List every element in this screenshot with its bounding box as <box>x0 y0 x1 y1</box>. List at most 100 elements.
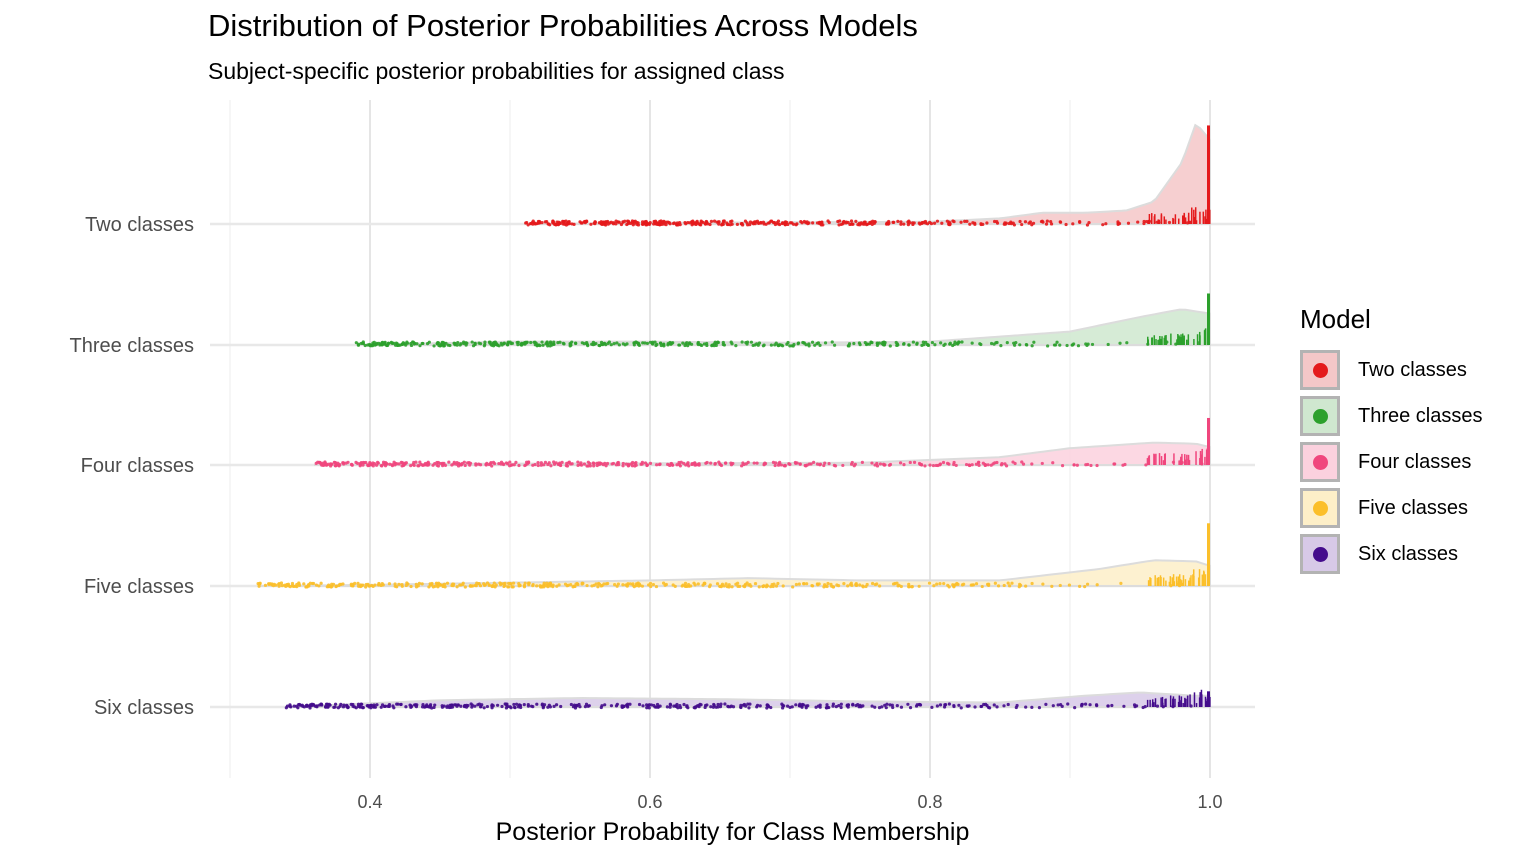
x-axis-title: Posterior Probability for Class Membersh… <box>210 818 1255 847</box>
peak-spike <box>1207 125 1210 224</box>
data-point <box>795 222 798 225</box>
data-point <box>678 221 681 224</box>
data-point <box>761 585 764 588</box>
legend-label: Five classes <box>1358 497 1468 520</box>
data-point <box>856 223 859 226</box>
data-point <box>508 705 511 708</box>
data-point <box>392 461 395 464</box>
data-point <box>797 341 800 344</box>
data-point <box>942 344 945 347</box>
data-point <box>803 220 806 223</box>
data-point <box>286 704 289 707</box>
data-point <box>453 342 456 345</box>
data-point <box>855 584 858 587</box>
data-point <box>641 585 644 588</box>
data-point <box>470 706 473 709</box>
data-point <box>576 460 579 463</box>
data-point <box>509 341 512 344</box>
data-point <box>312 582 315 585</box>
data-point <box>307 583 310 586</box>
data-point <box>364 344 367 347</box>
data-point <box>740 222 743 225</box>
data-point <box>489 461 492 464</box>
data-point <box>485 462 488 465</box>
density-ridge <box>524 125 1210 224</box>
data-point <box>823 462 826 465</box>
data-point <box>644 223 647 226</box>
data-point <box>657 706 660 709</box>
data-point <box>596 464 599 467</box>
data-point <box>366 704 369 707</box>
density-layer <box>258 125 1210 707</box>
data-point <box>1110 704 1113 707</box>
data-point <box>973 705 976 708</box>
data-point <box>1008 584 1011 587</box>
legend: Model Two classes Three classes Four class… <box>1300 304 1483 577</box>
data-point <box>645 706 648 709</box>
data-point <box>756 220 759 223</box>
data-point <box>948 702 951 705</box>
data-point <box>1088 703 1091 706</box>
data-point <box>774 464 777 467</box>
data-point <box>506 585 509 588</box>
data-point <box>571 462 574 465</box>
data-point <box>806 222 809 225</box>
data-point <box>540 585 543 588</box>
legend-item: Three classes <box>1300 393 1483 439</box>
data-point <box>681 584 684 587</box>
data-point <box>610 343 613 346</box>
data-point <box>909 706 912 709</box>
data-point <box>533 341 536 344</box>
data-point <box>794 703 797 706</box>
data-point <box>518 704 521 707</box>
data-point <box>464 585 467 588</box>
data-point <box>377 583 380 586</box>
data-point <box>1089 464 1092 467</box>
data-point <box>302 582 305 585</box>
data-point <box>670 342 673 345</box>
density-ridge <box>258 560 1210 586</box>
data-point <box>544 220 547 223</box>
data-point <box>902 463 905 466</box>
data-point <box>351 584 354 587</box>
legend-key <box>1300 534 1340 574</box>
data-point <box>402 342 405 345</box>
data-point <box>483 344 486 347</box>
data-point <box>845 220 848 223</box>
data-point <box>666 220 669 223</box>
data-point <box>512 582 515 585</box>
data-point <box>883 464 886 467</box>
data-point <box>704 706 707 709</box>
data-point <box>281 584 284 587</box>
data-point <box>1156 705 1159 708</box>
data-point <box>1050 222 1053 225</box>
data-point <box>488 341 491 344</box>
data-point <box>1052 704 1055 707</box>
data-point <box>1030 582 1033 585</box>
data-point <box>862 585 865 588</box>
data-point <box>1101 223 1104 226</box>
data-point <box>938 582 941 585</box>
data-point <box>630 462 633 465</box>
data-point <box>529 341 532 344</box>
data-point <box>535 703 538 706</box>
data-point <box>576 464 579 467</box>
data-point <box>615 463 618 466</box>
legend-label: Four classes <box>1358 451 1471 474</box>
data-point <box>492 344 495 347</box>
data-point <box>1104 222 1107 225</box>
data-point <box>593 222 596 225</box>
data-point <box>360 703 363 706</box>
data-point <box>698 223 701 226</box>
data-point <box>463 461 466 464</box>
data-point <box>948 585 951 588</box>
data-point <box>546 342 549 345</box>
data-point <box>896 220 899 223</box>
data-point <box>1061 705 1064 708</box>
data-point <box>503 584 506 587</box>
data-point <box>621 583 624 586</box>
data-point <box>723 584 726 587</box>
data-point <box>746 340 749 343</box>
data-point <box>546 706 549 709</box>
data-point <box>687 464 690 467</box>
